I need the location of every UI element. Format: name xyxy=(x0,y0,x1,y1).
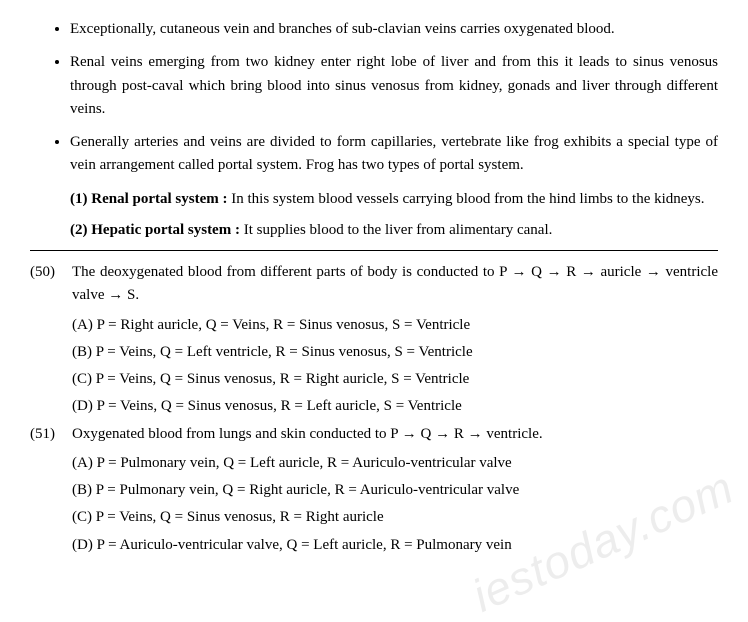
divider xyxy=(30,250,718,251)
bullet-list: Exceptionally, cutaneous vein and branch… xyxy=(30,18,718,178)
sub-tail: In this system blood vessels carrying bl… xyxy=(231,191,704,207)
option: (B) P = Veins, Q = Left ventricle, R = S… xyxy=(72,341,718,364)
bullet-item: Generally arteries and veins are divided… xyxy=(70,131,718,178)
option: (C) P = Veins, Q = Sinus venosus, R = Ri… xyxy=(72,368,718,391)
bullet-item: Exceptionally, cutaneous vein and branch… xyxy=(70,18,718,41)
sub-head: (2) Hepatic portal system : xyxy=(70,222,244,238)
option: (D) P = Veins, Q = Sinus venosus, R = Le… xyxy=(72,395,718,418)
option: (B) P = Pulmonary vein, Q = Right auricl… xyxy=(72,479,718,502)
option: (D) P = Auriculo-ventricular valve, Q = … xyxy=(72,534,718,557)
sub-head: (1) Renal portal system : xyxy=(70,191,231,207)
bullet-item: Renal veins emerging from two kidney ent… xyxy=(70,51,718,121)
question-number: (51) xyxy=(30,423,72,446)
question-stem: Oxygenated blood from lungs and skin con… xyxy=(72,423,718,446)
option: (A) P = Pulmonary vein, Q = Left auricle… xyxy=(72,452,718,475)
option: (C) P = Veins, Q = Sinus venosus, R = Ri… xyxy=(72,506,718,529)
question-stem: The deoxygenated blood from different pa… xyxy=(72,261,718,308)
sub-item: (1) Renal portal system : In this system… xyxy=(70,188,718,211)
question-number: (50) xyxy=(30,261,72,308)
sub-item: (2) Hepatic portal system : It supplies … xyxy=(70,219,718,242)
option: (A) P = Right auricle, Q = Veins, R = Si… xyxy=(72,314,718,337)
sub-tail: It supplies blood to the liver from alim… xyxy=(244,222,553,238)
question-50: (50) The deoxygenated blood from differe… xyxy=(30,261,718,308)
question-51: (51) Oxygenated blood from lungs and ski… xyxy=(30,423,718,446)
